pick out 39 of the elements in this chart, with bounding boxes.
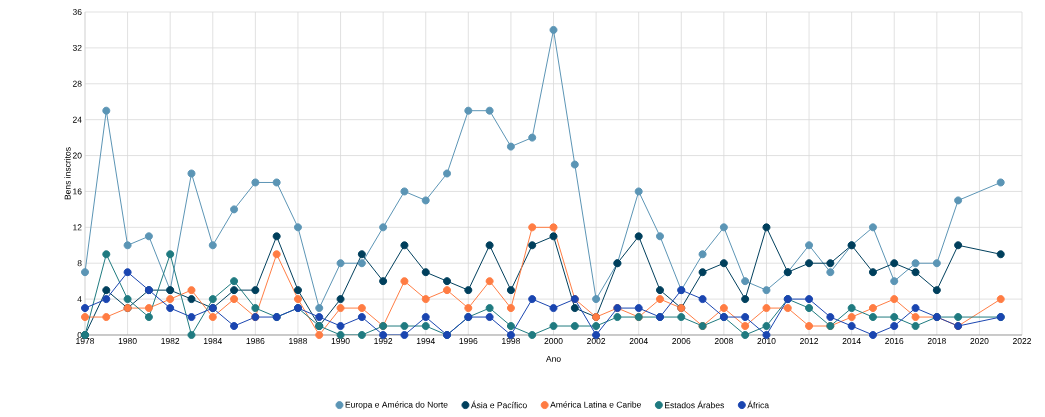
legend-label: África xyxy=(747,400,770,409)
x-tick-label: 1986 xyxy=(246,338,265,345)
x-tick-label: 2022 xyxy=(1012,338,1032,345)
y-tick-label: 36 xyxy=(72,8,82,15)
x-tick-label: 2014 xyxy=(842,338,861,345)
y-tick-label: 12 xyxy=(73,224,82,231)
x-tick-label: 2004 xyxy=(629,338,648,345)
x-tick-label: 1988 xyxy=(289,338,308,345)
x-tick-label: 2020 xyxy=(970,338,989,345)
y-axis-title: Bens inscritos xyxy=(64,147,71,200)
x-tick-label: 2006 xyxy=(672,338,691,345)
x-tick-label: 1990 xyxy=(331,338,350,345)
x-tick-label: 1984 xyxy=(203,338,222,345)
legend-label: América Latina e Caribe xyxy=(550,401,641,408)
x-tick-label: 1980 xyxy=(118,338,137,345)
x-tick-label: 1982 xyxy=(161,338,180,345)
y-tick-label: 24 xyxy=(72,116,82,123)
x-tick-label: 2002 xyxy=(587,338,606,345)
legend-label: Ásia e Pacífico xyxy=(470,400,527,409)
x-tick-label: 1978 xyxy=(76,338,95,345)
y-tick-label: 8 xyxy=(77,260,82,267)
x-tick-label: 2018 xyxy=(927,338,946,345)
x-tick-label: 1996 xyxy=(459,338,478,345)
x-axis-title: Ano xyxy=(545,355,561,362)
y-tick-label: 4 xyxy=(77,296,82,303)
y-tick-label: 28 xyxy=(72,80,82,87)
x-tick-label: 2016 xyxy=(885,338,904,345)
x-tick-label: 2010 xyxy=(757,338,776,345)
x-tick-label: 1998 xyxy=(502,338,520,345)
x-tick-label: 2008 xyxy=(714,338,733,345)
x-tick-label: 2000 xyxy=(544,338,563,345)
x-tick-label: 1992 xyxy=(374,338,393,345)
x-tick-label: 2012 xyxy=(800,338,819,345)
legend-label: Europa e América do Norte xyxy=(345,401,448,410)
y-tick-label: 32 xyxy=(72,44,82,51)
legend-label: Estados Árabes xyxy=(665,400,724,409)
y-tick-label: 20 xyxy=(72,152,82,159)
y-tick-label: 16 xyxy=(73,188,82,195)
x-tick-label: 1994 xyxy=(416,338,435,345)
